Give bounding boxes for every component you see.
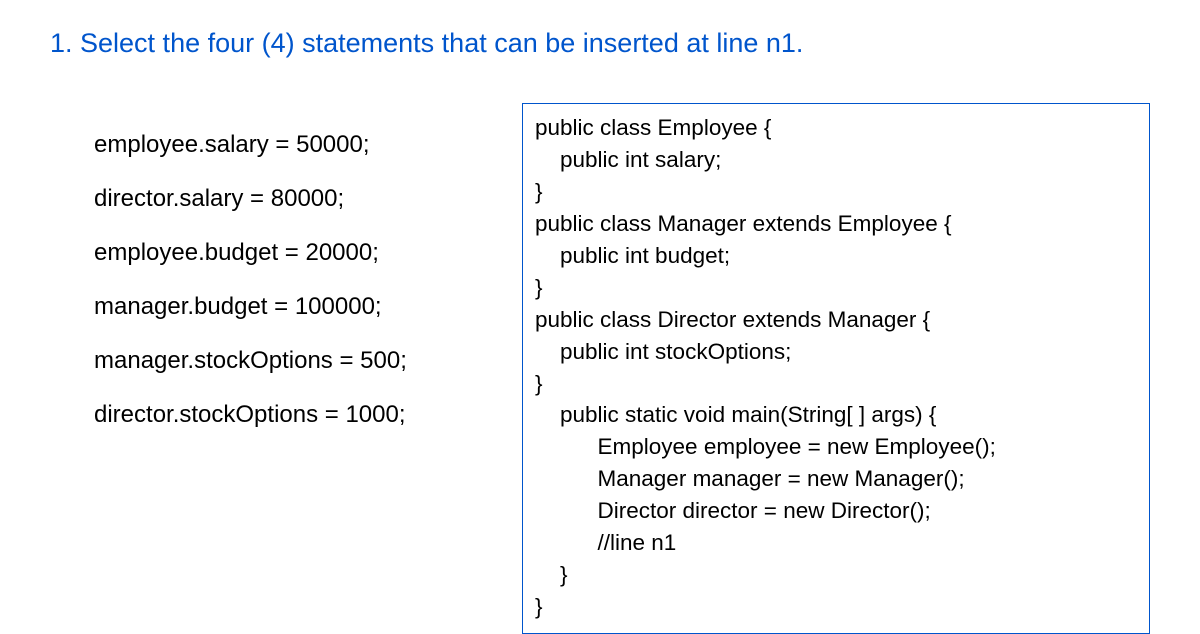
content-row: employee.salary = 50000; director.salary… xyxy=(50,103,1150,634)
answer-option: manager.budget = 100000; xyxy=(94,293,504,321)
answer-option: manager.stockOptions = 500; xyxy=(94,347,504,375)
question-title: 1. Select the four (4) statements that c… xyxy=(50,28,1150,59)
code-box: public class Employee { public int salar… xyxy=(522,103,1150,634)
answer-option: director.stockOptions = 1000; xyxy=(94,401,504,429)
options-column: employee.salary = 50000; director.salary… xyxy=(94,103,504,455)
answer-option: employee.budget = 20000; xyxy=(94,239,504,267)
answer-option: employee.salary = 50000; xyxy=(94,131,504,159)
answer-option: director.salary = 80000; xyxy=(94,185,504,213)
